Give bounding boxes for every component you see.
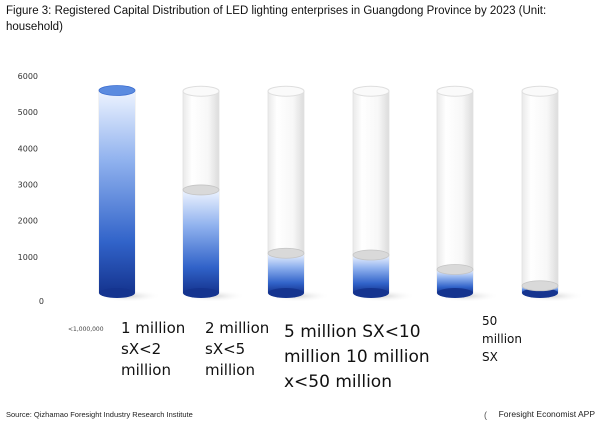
bar-tube — [436, 90, 474, 294]
brand-logo-mark: ( — [484, 410, 487, 420]
category-label: 1 million sX<2 million — [121, 319, 186, 379]
bar-base — [437, 288, 473, 298]
bar — [180, 85, 246, 302]
category-label: 50 million SX — [482, 314, 522, 364]
y-axis: 0 1000 2000 3000 4000 5000 6000 — [18, 72, 44, 306]
bar-base — [353, 288, 389, 298]
bar-cap — [436, 264, 474, 275]
category-label: <1,000,000 — [68, 326, 104, 333]
bar-tube — [521, 90, 559, 294]
y-tick-label: 1000 — [18, 253, 38, 262]
bar-cap — [98, 85, 136, 96]
bar-tube-top — [521, 85, 559, 97]
bar-base — [183, 288, 219, 298]
bar-tube-top — [352, 85, 390, 97]
y-tick-label: 5000 — [18, 108, 38, 117]
bar — [434, 85, 500, 302]
bar-tube-top — [436, 85, 474, 97]
y-tick-label: 4000 — [18, 144, 38, 153]
bar-fill — [99, 90, 135, 293]
bar-fill — [353, 255, 389, 293]
source-note: Source: Qizhamao Foresight Industry Rese… — [6, 410, 193, 419]
bar-fill — [268, 253, 304, 293]
brand-name: Foresight Economist APP — [498, 409, 595, 419]
y-tick-label: 0 — [39, 297, 44, 306]
bar-base — [268, 288, 304, 298]
bar-cap — [521, 280, 559, 292]
bar-fill — [437, 269, 473, 293]
bar-base — [99, 288, 135, 298]
chart-title: Figure 3: Registered Capital Distributio… — [6, 5, 547, 33]
bar-cap — [182, 184, 220, 196]
bar — [350, 85, 416, 302]
category-label: 2 million sX<5 million — [205, 319, 270, 379]
y-tick-label: 2000 — [18, 217, 38, 226]
bar-fill — [183, 189, 219, 293]
y-tick-label: 6000 — [18, 72, 38, 81]
bar — [519, 85, 585, 302]
bar — [265, 85, 331, 302]
bar-tube-top — [267, 85, 305, 97]
bars — [96, 85, 585, 302]
category-label: 5 million SX<10 million 10 million x<50 … — [284, 322, 430, 392]
bar-cap — [267, 247, 305, 259]
bar — [96, 85, 162, 302]
y-tick-label: 3000 — [18, 181, 38, 190]
bar-cap — [352, 249, 390, 261]
bar-tube-top — [182, 85, 220, 97]
